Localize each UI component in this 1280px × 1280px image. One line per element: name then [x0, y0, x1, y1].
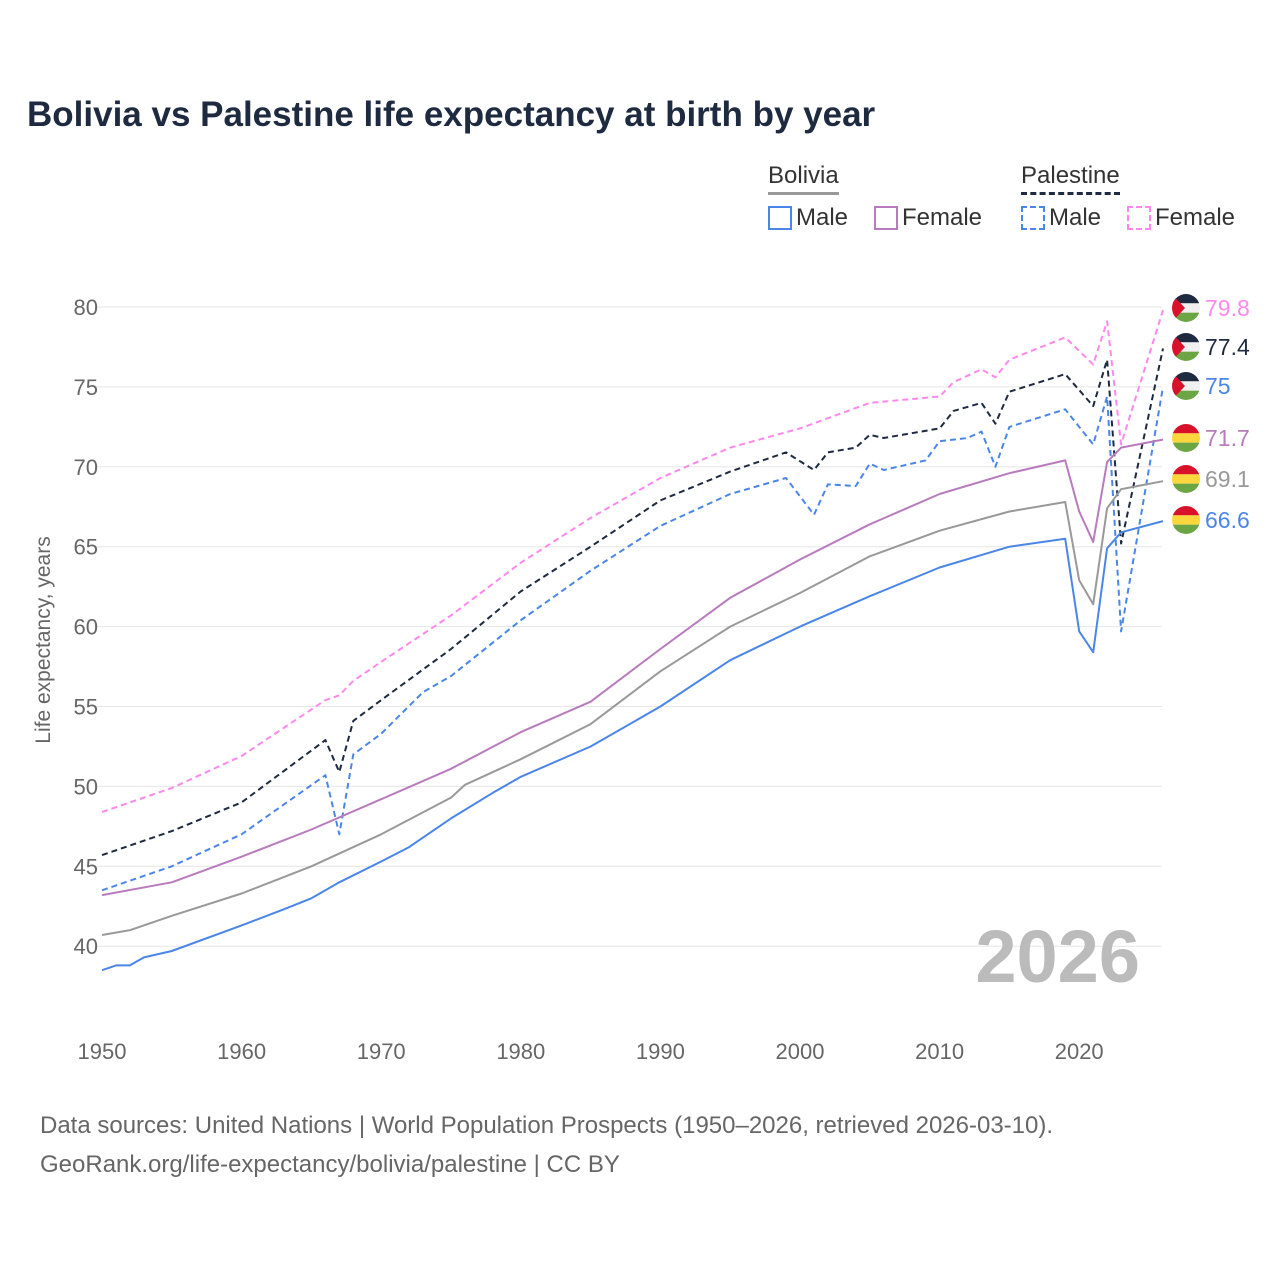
x-tick-label: 2000 — [776, 1039, 825, 1064]
y-tick-label: 80 — [74, 295, 98, 320]
x-tick-label: 1970 — [357, 1039, 406, 1064]
legend-bolivia-label: Bolivia — [768, 162, 839, 195]
legend-bolivia-female[interactable]: Female — [874, 204, 982, 232]
bolivia-flag-icon — [1172, 424, 1200, 452]
female-swatch-icon — [874, 206, 898, 230]
y-tick-label: 50 — [74, 774, 98, 799]
x-tick-label: 1980 — [496, 1039, 545, 1064]
legend-bolivia: Bolivia Male Female — [768, 162, 982, 231]
legend-palestine-female[interactable]: Female — [1127, 204, 1235, 232]
end-value-label: 69.1 — [1205, 466, 1250, 492]
legend-bolivia-male[interactable]: Male — [768, 204, 848, 232]
y-tick-label: 60 — [74, 615, 98, 640]
y-tick-label: 70 — [74, 455, 98, 480]
series-line-bolivia[interactable] — [101, 480, 1164, 936]
end-value-label: 75 — [1205, 373, 1231, 399]
x-tick-label: 2020 — [1055, 1039, 1104, 1064]
source-note: Data sources: United Nations | World Pop… — [40, 1106, 1053, 1184]
legend-palestine-male[interactable]: Male — [1021, 204, 1101, 232]
source-line-1: Data sources: United Nations | World Pop… — [40, 1112, 1054, 1139]
end-value-label: 71.7 — [1205, 425, 1250, 451]
x-tick-label: 2010 — [915, 1039, 964, 1064]
female-swatch-icon — [1127, 206, 1151, 230]
legend-label: Female — [1155, 204, 1236, 231]
male-swatch-icon — [768, 206, 792, 230]
series-line-palestine-female[interactable] — [101, 309, 1164, 813]
x-tick-label: 1960 — [217, 1039, 266, 1064]
x-tick-label: 1990 — [636, 1039, 685, 1064]
bolivia-flag-icon — [1172, 506, 1200, 534]
series-line-bolivia-male[interactable] — [101, 520, 1164, 972]
end-value-label: 79.8 — [1205, 295, 1250, 321]
end-value-label: 77.4 — [1205, 334, 1250, 360]
bolivia-flag-icon — [1172, 465, 1200, 493]
y-tick-label: 55 — [74, 695, 98, 720]
year-watermark: 2026 — [975, 915, 1140, 998]
y-axis-label: Life expectancy, years — [32, 536, 55, 743]
y-tick-label: 65 — [74, 535, 98, 560]
legend-palestine-label: Palestine — [1021, 162, 1120, 195]
legend-palestine: Palestine Male Female — [1021, 162, 1235, 231]
y-tick-label: 40 — [74, 934, 98, 959]
legend-label: Male — [796, 204, 849, 231]
legend-label: Female — [902, 204, 983, 231]
male-swatch-icon — [1021, 206, 1045, 230]
legend-label: Male — [1049, 204, 1102, 231]
series-line-bolivia-female[interactable] — [101, 438, 1164, 897]
y-tick-label: 45 — [74, 854, 98, 879]
palestine-flag-icon — [1172, 333, 1200, 361]
source-line-2[interactable]: GeoRank.org/life-expectancy/bolivia/pale… — [40, 1151, 620, 1178]
y-tick-label: 75 — [74, 375, 98, 400]
palestine-flag-icon — [1172, 372, 1200, 400]
chart-title: Bolivia vs Palestine life expectancy at … — [27, 95, 876, 134]
x-tick-label: 1950 — [78, 1039, 127, 1064]
series-line-palestine-male[interactable] — [101, 386, 1164, 892]
end-value-label: 66.6 — [1205, 507, 1250, 533]
palestine-flag-icon — [1172, 294, 1200, 322]
series-line-palestine[interactable] — [101, 348, 1164, 857]
